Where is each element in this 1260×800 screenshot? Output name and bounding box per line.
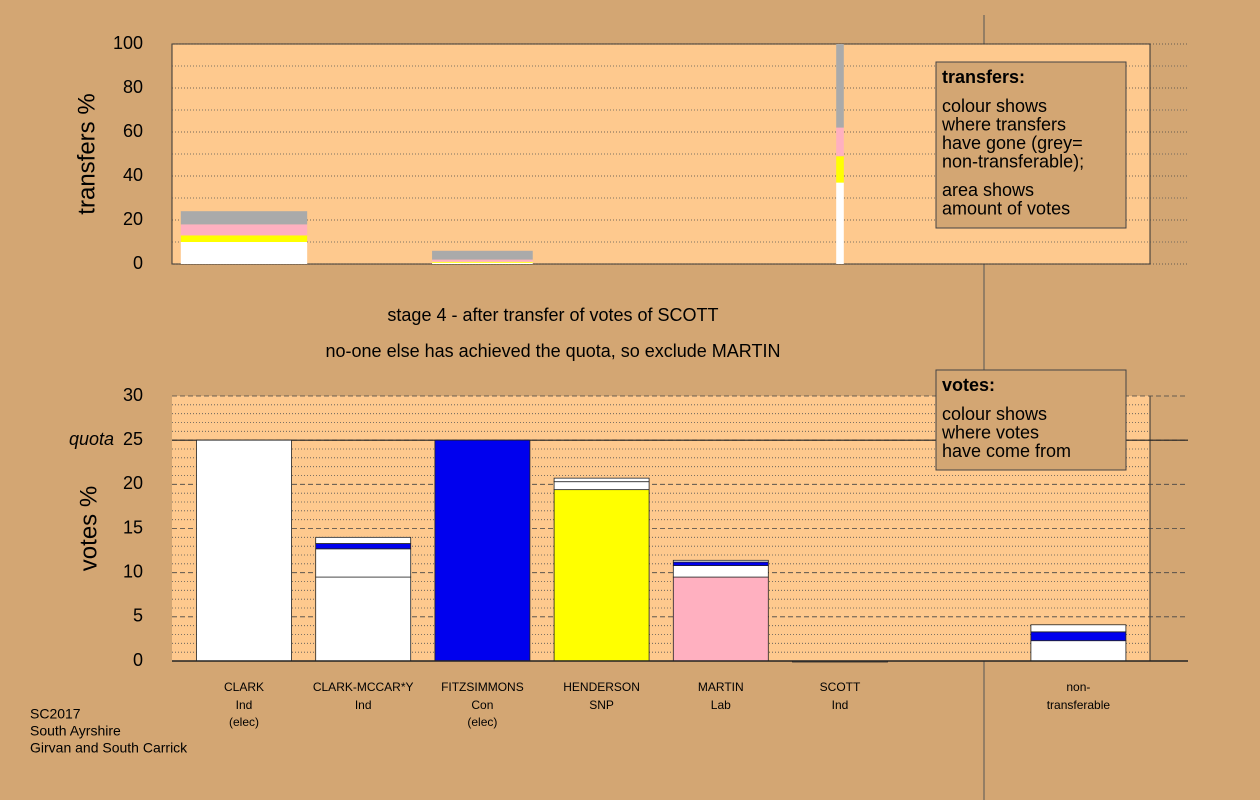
note-line: area shows [942,180,1034,200]
y-tick-label: 40 [123,165,143,185]
note-line: colour shows [942,404,1047,424]
x-tick-label: SCOTT [820,680,861,694]
quota-label: quota [69,429,114,449]
note-box [935,369,1127,471]
y-tick-label: 20 [123,473,143,493]
party-label: Lab [711,698,731,712]
bar-segment [1030,640,1127,662]
bar-segment [315,543,412,550]
note-title: votes: [942,375,995,395]
bar-segment [432,259,533,262]
bar-segment [672,561,769,566]
stage-text: stage 4 - after transfer of votes of SCO… [387,305,718,325]
party-label: SNP [589,698,614,712]
bar-segment [836,156,844,183]
elected-label: (elec) [229,715,259,729]
y-tick-label: 20 [123,209,143,229]
note-line: non-transferable); [942,151,1084,171]
y-tick-label: 30 [123,385,143,405]
y-axis-label: votes % [75,486,102,571]
note-title: transfers: [942,67,1025,87]
bar-segment [432,250,533,260]
footer-text: SC2017 [30,706,81,722]
bar-segment [180,242,308,264]
x-tick-label: CLARK-MCCAR*Y [313,680,414,694]
bar-segment [672,559,769,563]
note-line: where transfers [941,114,1066,134]
x-tick-label: MARTIN [698,680,744,694]
note-box [935,61,1127,229]
x-tick-label: CLARK [224,680,264,694]
note-line: where votes [941,422,1039,442]
note-line: have come from [942,441,1071,461]
bar-segment [1030,624,1127,633]
bar-segment [180,211,308,225]
y-tick-label: 10 [123,561,143,581]
bar-segment [432,261,533,264]
x-tick-label: non- [1066,680,1090,694]
y-tick-label: 100 [113,33,143,53]
footer-text: Girvan and South Carrick [30,740,188,756]
bar-segment [553,477,650,483]
bar-segment [1030,631,1127,642]
bar-segment [434,439,531,662]
bar-segment [315,548,412,578]
y-tick-label: 80 [123,77,143,97]
y-tick-label: 5 [133,606,143,626]
bar-segment [180,235,308,242]
party-label: Ind [832,698,849,712]
bar-segment [315,536,412,544]
bar-segment [180,224,308,236]
stage-text: no-one else has achieved the quota, so e… [326,341,781,361]
bar-segment [315,576,412,662]
bar-segment [553,489,650,662]
bar-segment [553,481,650,491]
bar-segment [672,576,769,662]
note-line: amount of votes [942,198,1070,218]
bar-segment [836,44,844,128]
elected-label: (elec) [467,715,497,729]
party-label: Con [471,698,493,712]
note-line: colour shows [942,96,1047,116]
bar-segment [196,439,292,662]
y-axis-label: transfers % [73,93,100,214]
footer-text: South Ayrshire [30,723,121,739]
y-tick-label: 25 [123,429,143,449]
bar-segment [836,127,844,157]
bar-segment [432,261,533,263]
party-label: transferable [1047,698,1111,712]
y-tick-label: 15 [123,517,143,537]
x-tick-label: HENDERSON [563,680,640,694]
y-tick-label: 0 [133,253,143,273]
party-label: Ind [236,698,253,712]
party-label: Ind [355,698,372,712]
note-line: have gone (grey= [942,133,1083,153]
bar-segment [672,565,769,578]
y-tick-label: 0 [133,650,143,670]
x-tick-label: FITZSIMMONS [441,680,524,694]
bar-segment [836,182,844,264]
y-tick-label: 60 [123,121,143,141]
